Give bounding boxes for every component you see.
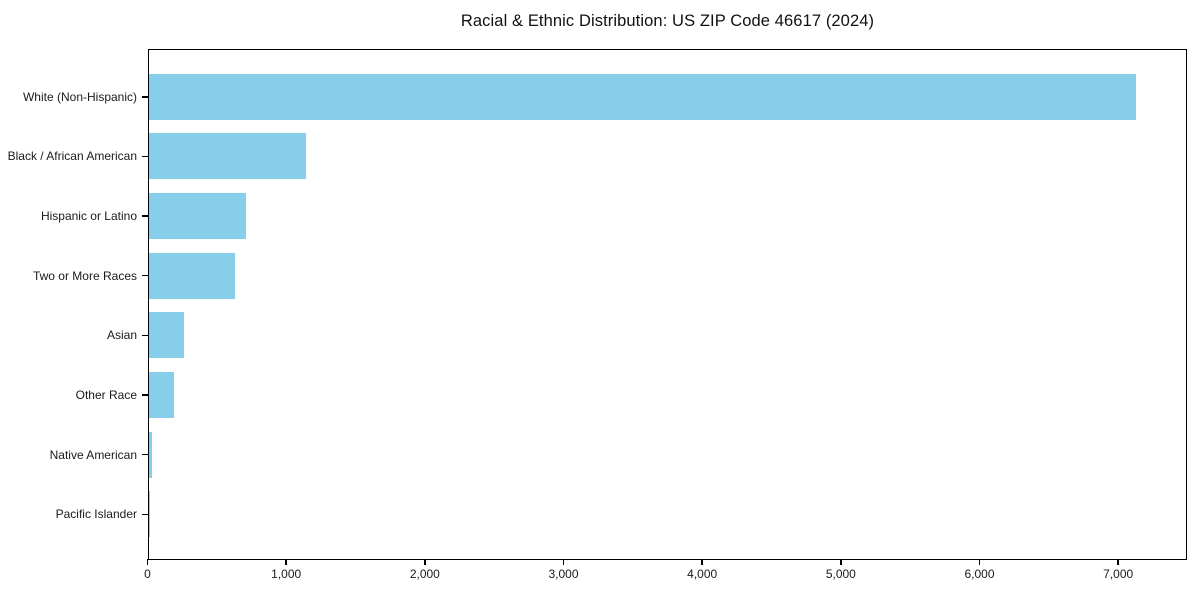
x-tick-label: 7,000 (1103, 567, 1134, 581)
bar-row: Other Race (76, 365, 1186, 425)
bar-row: Asian (107, 306, 1186, 366)
x-tick-mark (424, 559, 426, 565)
y-tick-mark (142, 96, 148, 98)
bar-row: Black / African American (8, 127, 1186, 187)
y-tick-mark (142, 453, 148, 456)
y-tick-mark (142, 275, 148, 277)
bar-row: Hispanic or Latino (41, 186, 1186, 246)
bar (149, 193, 247, 240)
y-axis-label: Black / African American (7, 149, 137, 164)
x-tick-mark (285, 559, 287, 565)
x-tick-mark (840, 559, 842, 565)
x-tick-label: 2,000 (409, 567, 440, 581)
x-tick-label: 4,000 (687, 567, 718, 581)
bar (149, 312, 185, 359)
x-tick-label: 6,000 (964, 567, 995, 581)
x-tick-label: 1,000 (271, 567, 302, 581)
bar (149, 371, 174, 418)
bar (149, 73, 1136, 120)
bar (149, 491, 150, 538)
y-axis-label: Other Race (75, 387, 137, 402)
bar-row: White (Non-Hispanic) (23, 67, 1186, 127)
bar (149, 252, 235, 299)
bar-row: Pacific Islander (56, 484, 1186, 544)
y-axis-label: White (Non-Hispanic) (22, 89, 137, 104)
y-axis-label: Native American (49, 447, 137, 462)
x-tick-mark (146, 559, 149, 565)
y-axis-label: Two or More Races (32, 268, 137, 283)
y-axis-label: Asian (106, 328, 137, 343)
bar-rows: White (Non-Hispanic) Black / African Amer… (8, 50, 1186, 559)
x-tick-label: 3,000 (548, 567, 579, 581)
chart-title: Racial & Ethnic Distribution: US ZIP Cod… (460, 12, 875, 30)
x-tick-label: 5,000 (825, 567, 856, 581)
x-tick-mark (1117, 559, 1119, 565)
plot-area: White (Non-Hispanic) Black / African Amer… (8, 49, 1187, 581)
y-tick-mark (142, 155, 148, 158)
x-tick-mark (978, 559, 981, 565)
bar-row: Native American (50, 425, 1186, 485)
y-axis-label: Pacific Islander (55, 507, 137, 522)
x-tick-mark (562, 559, 565, 565)
bar (149, 431, 152, 478)
x-tick-mark (701, 559, 703, 565)
y-tick-mark (142, 334, 148, 337)
y-tick-mark (142, 513, 148, 515)
y-tick-mark (142, 394, 148, 396)
bar-row: Two or More Races (33, 246, 1186, 306)
y-axis-label: Hispanic or Latino (40, 209, 137, 224)
bar (149, 133, 306, 180)
x-tick-label: 0 (144, 567, 151, 581)
y-tick-mark (142, 215, 148, 217)
